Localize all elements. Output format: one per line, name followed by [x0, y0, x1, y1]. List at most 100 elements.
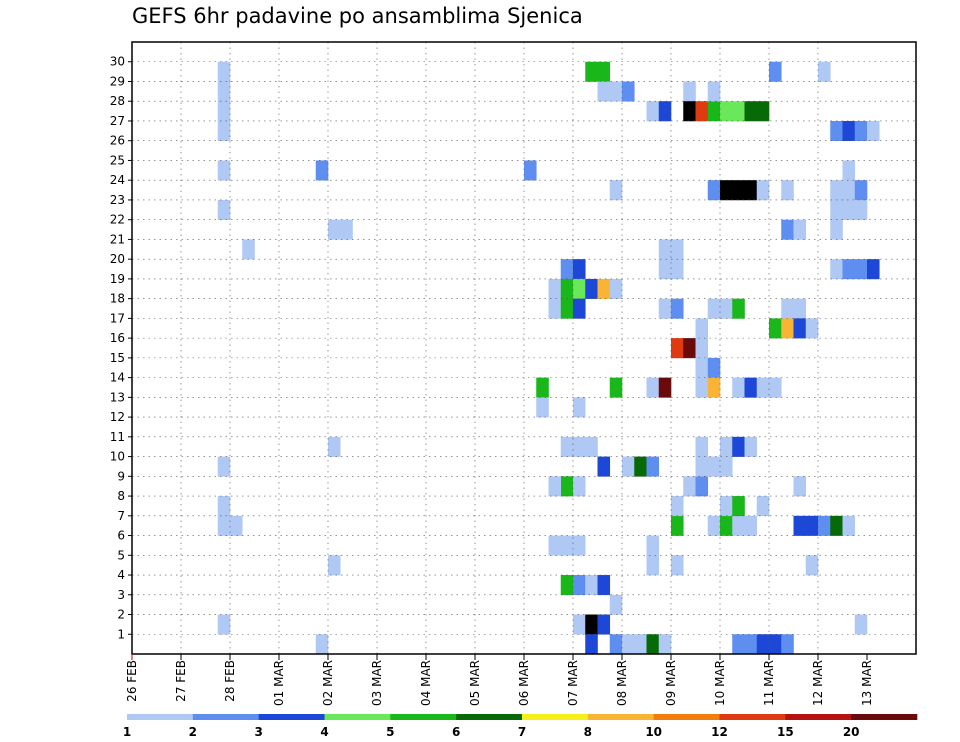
- heatmap-cell: [328, 436, 341, 457]
- heatmap-cell: [793, 219, 807, 240]
- y-tick-label: 25: [110, 153, 125, 167]
- heatmap-cell: [217, 515, 231, 536]
- heatmap-cell: [585, 634, 598, 655]
- heatmap-cell: [597, 278, 611, 299]
- colorbar-segment: [587, 714, 654, 720]
- heatmap-cell: [622, 81, 635, 102]
- y-tick-label: 6: [117, 529, 125, 543]
- colorbar-segment: [719, 714, 786, 720]
- heatmap-cell: [573, 614, 586, 635]
- x-tick-label: 26 FEB: [125, 660, 139, 702]
- heatmap-cell: [217, 61, 231, 82]
- heatmap-cell: [658, 259, 672, 280]
- heatmap-cell: [830, 120, 843, 142]
- heatmap-cell: [597, 81, 611, 102]
- y-tick-label: 12: [110, 410, 125, 424]
- heatmap-cell: [732, 436, 745, 457]
- y-tick-label: 17: [110, 311, 125, 325]
- heatmap-cell: [769, 634, 782, 655]
- y-tick-label: 4: [117, 568, 125, 582]
- heatmap-cell: [560, 476, 574, 497]
- heatmap-cell: [217, 456, 231, 477]
- heatmap-cell: [217, 614, 231, 635]
- heatmap-cell: [744, 515, 758, 536]
- heatmap-cell: [585, 436, 598, 457]
- heatmap-cell: [695, 101, 709, 122]
- heatmap-cell: [217, 101, 231, 122]
- heatmap-cell: [695, 436, 709, 457]
- colorbar-label: 8: [584, 725, 592, 739]
- heatmap-cell: [242, 239, 255, 260]
- x-tick-label: 28 FEB: [223, 660, 237, 702]
- heatmap-cell: [707, 180, 721, 201]
- colorbar-label: 5: [386, 725, 394, 739]
- heatmap-cell: [756, 101, 770, 122]
- heatmap-cell: [622, 634, 635, 655]
- chart-title: GEFS 6hr padavine po ansamblima Sjenica: [132, 4, 583, 28]
- y-tick-label: 9: [117, 469, 125, 483]
- heatmap-cell: [707, 298, 721, 319]
- heatmap-cell: [609, 377, 623, 398]
- heatmap-cell: [609, 278, 623, 299]
- heatmap-cell: [854, 120, 868, 142]
- heatmap-cell: [683, 338, 696, 359]
- heatmap-cell: [315, 160, 329, 181]
- heatmap-cell: [732, 515, 745, 536]
- heatmap-cell: [217, 199, 231, 220]
- heatmap-cell: [585, 278, 598, 299]
- heatmap-cell: [805, 515, 819, 536]
- y-tick-label: 8: [117, 489, 125, 503]
- y-tick-label: 27: [110, 114, 125, 128]
- x-tick-label: 07 MAR: [566, 660, 580, 706]
- heatmap-cell: [340, 219, 353, 240]
- colorbar-label: 2: [189, 725, 197, 739]
- heatmap-cell: [744, 436, 758, 457]
- heatmap-cell: [793, 318, 807, 339]
- heatmap-cell: [683, 101, 696, 122]
- heatmap-cell: [217, 120, 231, 142]
- colorbar-segment: [851, 714, 918, 720]
- heatmap-cell: [781, 318, 794, 339]
- heatmap-cell: [793, 298, 807, 319]
- y-tick-label: 19: [110, 272, 125, 286]
- colorbar-label: 12: [711, 725, 728, 739]
- heatmap-cell: [658, 377, 672, 398]
- colorbar-label: 20: [843, 725, 860, 739]
- heatmap-cell: [720, 456, 733, 477]
- heatmap-cell: [573, 298, 586, 319]
- heatmap-cell: [781, 180, 794, 201]
- heatmap-cell: [854, 259, 868, 280]
- colorbar-label: 10: [645, 725, 662, 739]
- colorbar-label: 3: [254, 725, 262, 739]
- heatmap-cell: [695, 357, 709, 378]
- heatmap-cell: [695, 456, 709, 477]
- heatmap-cell: [683, 81, 696, 102]
- colorbar-segment: [456, 714, 523, 720]
- colorbar-label: 7: [518, 725, 526, 739]
- heatmap-cell: [695, 338, 709, 359]
- colorbar-segment: [390, 714, 457, 720]
- colorbar-segment: [653, 714, 720, 720]
- colorbar-segment: [127, 714, 194, 720]
- heatmap-cell: [830, 219, 843, 240]
- heatmap-cell: [560, 535, 574, 556]
- heatmap-cell: [854, 614, 868, 635]
- heatmap-cell: [585, 61, 598, 82]
- heatmap-cell: [732, 101, 745, 122]
- heatmap-cell: [217, 81, 231, 102]
- colorbar-segment: [785, 714, 852, 720]
- heatmap-cell: [830, 515, 843, 536]
- x-tick-label: 05 MAR: [468, 660, 482, 706]
- heatmap-cell: [671, 515, 684, 536]
- heatmap-cell: [671, 239, 684, 260]
- y-tick-label: 20: [110, 252, 125, 266]
- heatmap-cell: [573, 535, 586, 556]
- heatmap-cell: [867, 259, 880, 280]
- heatmap-cell: [842, 515, 856, 536]
- heatmap-cell: [707, 377, 721, 398]
- heatmap-cell: [548, 535, 562, 556]
- grid-layer: [132, 42, 916, 654]
- heatmap-cell: [671, 555, 684, 576]
- heatmap-cell: [585, 575, 598, 596]
- y-tick-label: 11: [110, 430, 125, 444]
